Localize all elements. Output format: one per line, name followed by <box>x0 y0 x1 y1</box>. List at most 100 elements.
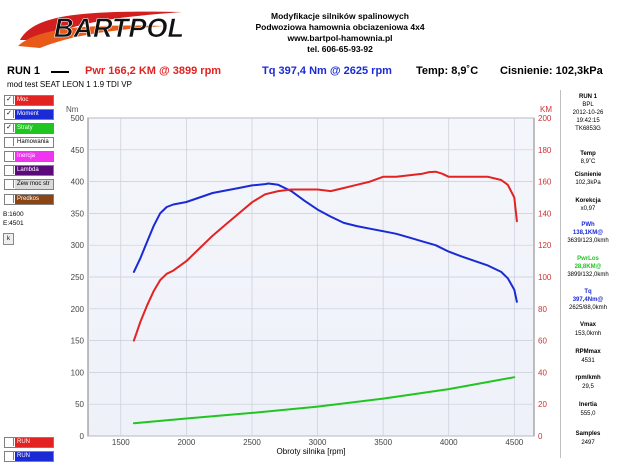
left-tick-label: 0 <box>80 432 85 441</box>
legend-checkbox[interactable]: ✓ <box>5 124 14 132</box>
legend-checkbox[interactable]: ✓ <box>5 110 14 118</box>
left-axis-unit: Nm <box>66 105 79 114</box>
legend-label: Predkos <box>15 195 53 204</box>
run-line-marker <box>51 71 69 73</box>
legend-label: Hamowania <box>15 138 53 147</box>
left-tick-label: 500 <box>71 114 85 123</box>
series-line-straty <box>132 376 516 425</box>
x-axis-ticks: 1500 2000 2500 3000 3500 4000 4500 <box>112 438 524 447</box>
legend-label: Straty <box>15 124 53 133</box>
info-pwh-label: PWh <box>581 222 595 228</box>
info-run: RUN 1 <box>578 94 597 100</box>
right-axis-unit: KM <box>540 105 552 114</box>
legend-item-moment[interactable]: ✓ Moment <box>4 109 54 120</box>
legend-item-predkos[interactable]: Predkos <box>4 194 54 205</box>
legend-item-hamowania[interactable]: Hamowania <box>4 137 54 148</box>
info-vmax-value: 153,0kmh <box>574 331 602 337</box>
right-tick-label: 60 <box>538 337 547 346</box>
info-vmax-label: Vmax <box>579 322 596 328</box>
legend-item-run-2[interactable]: RUN <box>4 451 54 462</box>
info-samples-value: 2497 <box>581 440 595 446</box>
legend-checkbox[interactable]: ✓ <box>5 96 14 104</box>
right-tick-label: 40 <box>538 368 547 377</box>
left-tick-label: 400 <box>71 178 85 187</box>
info-name: BPL <box>582 102 594 108</box>
info-pressure-label: Cisnienie <box>574 172 602 178</box>
x-tick-label: 2000 <box>177 438 195 447</box>
legend-label: Moment <box>15 110 53 119</box>
legend-checkbox[interactable] <box>5 152 14 160</box>
right-tick-label: 200 <box>538 114 552 123</box>
info-corr-label: Korekcja <box>575 198 601 204</box>
legend-checkbox[interactable] <box>5 452 14 460</box>
header-line-3: www.bartpol-hamownia.pl <box>287 33 393 43</box>
info-temp-value: 8,9˚C <box>580 159 596 165</box>
legend-label: RUN <box>15 452 53 461</box>
legend-item-moc[interactable]: ✓ Moc <box>4 95 54 106</box>
vehicle-subtitle: mod test SEAT LEON 1 1.9 TDI VP <box>7 80 132 89</box>
pressure-summary: Cisnienie: 102,3kPa <box>500 65 603 77</box>
left-tick-label: 300 <box>71 241 85 250</box>
info-pwrlos-label: PwrLos <box>577 256 599 262</box>
right-tick-label: 100 <box>538 273 552 282</box>
left-tick-label: 450 <box>71 146 85 155</box>
info-time: 19:42:15 <box>576 118 600 124</box>
legend-label: RUN <box>15 438 53 447</box>
info-code: TK6853G <box>575 126 601 132</box>
info-tq-value: 397,4Nm@ <box>572 297 604 303</box>
legend-checkbox[interactable] <box>5 166 14 174</box>
left-tick-label: 50 <box>75 400 84 409</box>
legend-label: Inercja <box>15 152 53 161</box>
legend-checkbox[interactable] <box>5 438 14 446</box>
logo-text: BARTPOL <box>54 13 184 43</box>
x-tick-label: 3500 <box>374 438 392 447</box>
legend-item-zew-moc-str[interactable]: Zew moc str <box>4 179 54 190</box>
info-panel <box>560 90 617 458</box>
left-tick-label: 100 <box>71 368 85 377</box>
info-date: 2012-10-26 <box>572 110 604 116</box>
left-tick-label: 200 <box>71 305 85 314</box>
legend-item-lambda[interactable]: Lambda <box>4 165 54 176</box>
legend-checkbox[interactable] <box>5 138 14 146</box>
info-pressure-value: 102,3kPa <box>575 180 601 186</box>
right-tick-label: 180 <box>538 146 552 155</box>
begin-rpm-label: B:1600 <box>3 211 24 218</box>
legend-label: Zew moc str <box>15 180 53 189</box>
right-tick-label: 160 <box>538 178 552 187</box>
info-pwh-value2: 3639/123,0kmh <box>567 238 609 244</box>
end-rpm-label: E:4501 <box>3 220 24 227</box>
right-tick-label: 80 <box>538 305 547 314</box>
run-label: RUN 1 <box>7 65 41 77</box>
info-tq-label: Tq <box>584 289 592 295</box>
header-line-1: Modyfikacje silników spalinowych <box>271 11 409 21</box>
legend-checkbox[interactable] <box>5 180 14 188</box>
info-pwrlos-value2: 3899/132,0kmh <box>567 272 609 278</box>
legend-item-run-1[interactable]: RUN <box>4 437 54 448</box>
header-line-4: tel. 606-65-93-92 <box>307 44 373 54</box>
x-tick-label: 3000 <box>309 438 327 447</box>
legend-checkbox[interactable] <box>5 195 14 203</box>
left-axis-ticks: 0 50 100 150 200 250 300 350 400 450 500 <box>71 114 85 441</box>
k-button[interactable]: k <box>3 233 14 245</box>
info-inertia-label: Inertia <box>578 402 597 408</box>
x-tick-label: 4000 <box>440 438 458 447</box>
info-rpmkmh-value: 29,5 <box>582 384 594 390</box>
x-tick-label: 2500 <box>243 438 261 447</box>
legend-item-straty[interactable]: ✓ Straty <box>4 123 54 134</box>
info-corr-value: x0,97 <box>580 206 596 212</box>
left-tick-label: 150 <box>71 337 85 346</box>
right-axis-ticks: 0 20 40 60 80 100 120 140 160 180 200 <box>538 114 552 441</box>
series-line-moc <box>132 170 518 342</box>
right-tick-label: 140 <box>538 209 552 218</box>
temperature-summary: Temp: 8,9˚C <box>416 65 479 77</box>
x-tick-label: 4500 <box>505 438 523 447</box>
x-axis-label: Obroty silnika [rpm] <box>277 447 346 456</box>
info-rpmmax-value: 4531 <box>581 358 595 364</box>
info-rpmmax-label: RPMmax <box>575 349 601 355</box>
legend-item-inercja[interactable]: Inercja <box>4 151 54 162</box>
right-tick-label: 20 <box>538 400 547 409</box>
info-temp-label: Temp <box>580 151 596 157</box>
power-summary: Pwr 166,2 KM @ 3899 rpm <box>85 65 222 77</box>
info-pwh-value: 138,1KM@ <box>572 230 604 236</box>
header-line-2: Podwoziowa hamownia obciazeniowa 4x4 <box>255 22 425 32</box>
